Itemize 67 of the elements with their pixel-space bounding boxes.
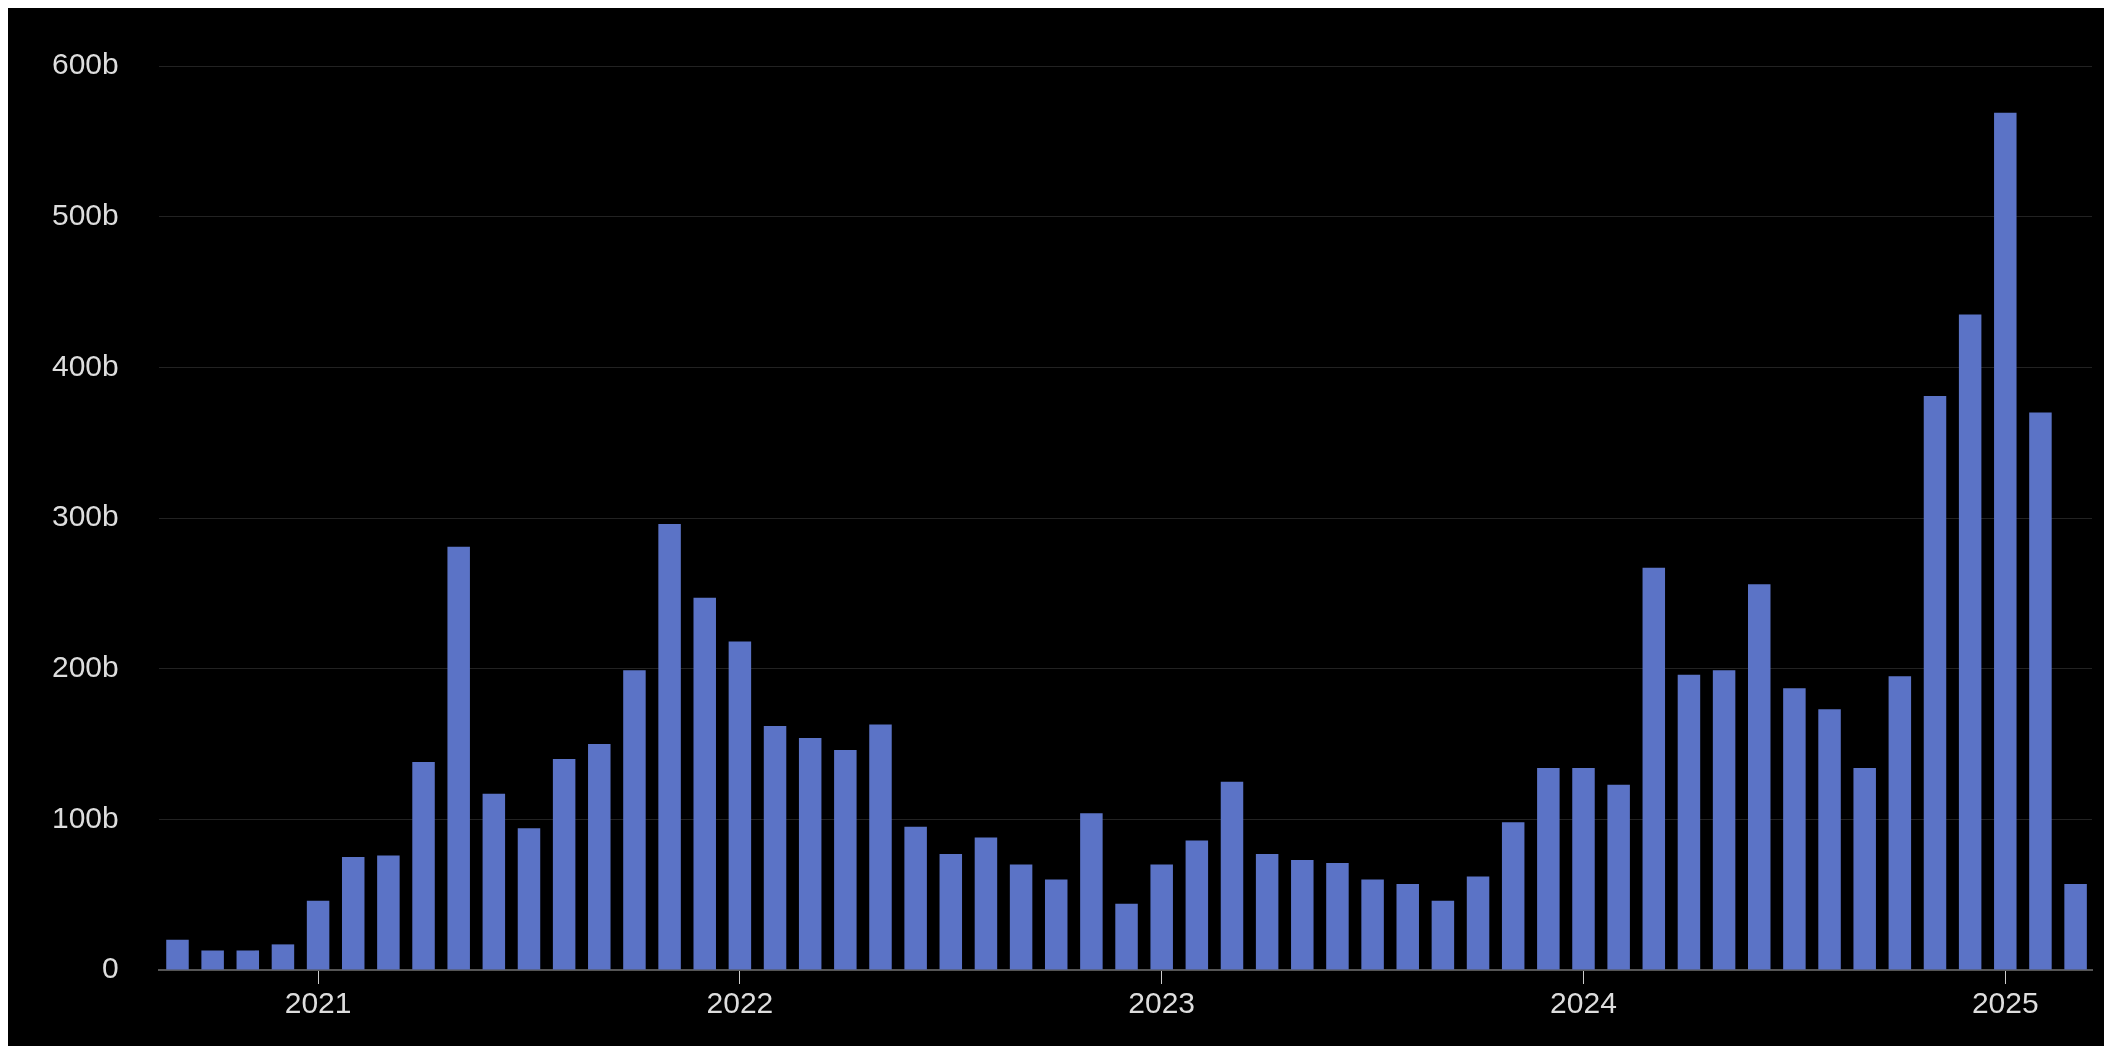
y-tick-label: 600b xyxy=(51,47,119,81)
bar xyxy=(1396,884,1419,970)
bar xyxy=(341,857,365,970)
bar xyxy=(974,837,998,970)
bar xyxy=(1044,879,1068,970)
y-tick-label: 500b xyxy=(51,197,119,231)
bar xyxy=(904,826,927,970)
bar xyxy=(306,900,330,970)
bar xyxy=(834,750,857,970)
bar xyxy=(1361,879,1384,970)
bar xyxy=(201,950,224,970)
bar xyxy=(1255,853,1279,970)
bar xyxy=(588,744,611,970)
bar xyxy=(2064,884,2087,970)
y-tick-label: 400b xyxy=(51,348,119,382)
bar xyxy=(1783,688,1806,970)
bar xyxy=(1677,674,1701,970)
bar xyxy=(869,724,892,970)
bar xyxy=(1607,784,1630,970)
bar xyxy=(1572,768,1595,970)
bar xyxy=(1080,813,1103,970)
bar xyxy=(798,737,822,970)
bar xyxy=(1326,863,1349,970)
bar xyxy=(236,950,260,970)
y-tick-label: 100b xyxy=(51,800,119,834)
bar xyxy=(482,793,506,970)
bar xyxy=(1291,860,1314,970)
bar xyxy=(658,524,681,970)
bar xyxy=(517,828,541,970)
bar xyxy=(1712,670,1736,970)
bar xyxy=(1466,876,1490,970)
bar xyxy=(412,762,435,970)
bar xyxy=(377,855,400,970)
bar xyxy=(1150,864,1173,970)
bar xyxy=(1431,900,1455,970)
y-tick-label: 0 xyxy=(102,951,119,985)
bar xyxy=(1888,676,1912,970)
bar xyxy=(1748,584,1771,970)
bar xyxy=(552,759,576,970)
y-tick-label: 300b xyxy=(51,499,119,533)
bar xyxy=(763,725,787,970)
x-tick-label: 2023 xyxy=(1128,986,1196,1020)
bar xyxy=(1994,112,2017,970)
bar xyxy=(1818,709,1841,970)
bar xyxy=(166,939,189,970)
bar xyxy=(728,641,752,970)
bar xyxy=(1853,768,1876,970)
bar xyxy=(1642,567,1666,970)
bar xyxy=(271,944,295,970)
x-tick-label: 2021 xyxy=(284,986,352,1020)
bar xyxy=(939,853,963,970)
x-tick-label: 2024 xyxy=(1550,986,1617,1020)
bar xyxy=(1537,768,1560,970)
y-tick-label: 200b xyxy=(51,649,119,683)
bar xyxy=(1958,314,1982,970)
bar xyxy=(1009,864,1033,970)
bar xyxy=(623,670,646,970)
bar xyxy=(1923,395,1947,970)
bar xyxy=(693,597,716,970)
bar xyxy=(1220,781,1244,970)
bar xyxy=(2029,412,2052,970)
x-tick-label: 2025 xyxy=(1971,986,2039,1020)
x-tick-label: 2022 xyxy=(706,986,774,1020)
bar xyxy=(1501,822,1525,970)
bar xyxy=(1115,903,1138,970)
bar xyxy=(1185,840,1209,970)
bar xyxy=(447,546,470,970)
